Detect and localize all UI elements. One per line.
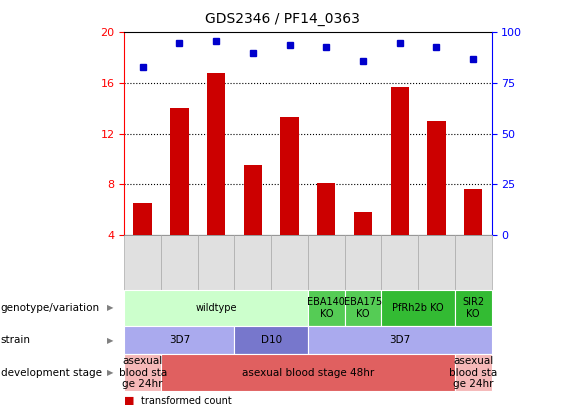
Text: wildtype: wildtype (195, 303, 237, 313)
Bar (427, 121, 446, 235)
Text: GDS2346 / PF14_0363: GDS2346 / PF14_0363 (205, 12, 360, 26)
Bar (354, 212, 372, 235)
Text: strain: strain (1, 335, 31, 345)
Text: PfRh2b KO: PfRh2b KO (392, 303, 444, 313)
Text: SIR2
KO: SIR2 KO (462, 297, 484, 319)
Text: asexual blood stage 48hr: asexual blood stage 48hr (242, 368, 374, 377)
Text: transformed count: transformed count (141, 396, 232, 405)
Text: asexual
blood sta
ge 24hr: asexual blood sta ge 24hr (449, 356, 497, 389)
Text: ▶: ▶ (107, 368, 114, 377)
Text: ▶: ▶ (107, 303, 114, 312)
Text: EBA175
KO: EBA175 KO (344, 297, 382, 319)
Bar (464, 190, 483, 235)
Bar (170, 109, 189, 235)
Text: D10: D10 (260, 335, 282, 345)
Text: development stage: development stage (1, 368, 102, 377)
Bar (133, 203, 152, 235)
Bar (207, 73, 225, 235)
Text: 3D7: 3D7 (389, 335, 410, 345)
Text: 3D7: 3D7 (169, 335, 190, 345)
Bar (244, 165, 262, 235)
Bar (280, 117, 299, 235)
Text: ▶: ▶ (107, 336, 114, 345)
Text: genotype/variation: genotype/variation (1, 303, 99, 313)
Text: EBA140
KO: EBA140 KO (307, 297, 345, 319)
Bar (317, 183, 336, 235)
Text: asexual
blood sta
ge 24hr: asexual blood sta ge 24hr (119, 356, 167, 389)
Text: ■: ■ (124, 396, 135, 405)
Bar (390, 87, 409, 235)
